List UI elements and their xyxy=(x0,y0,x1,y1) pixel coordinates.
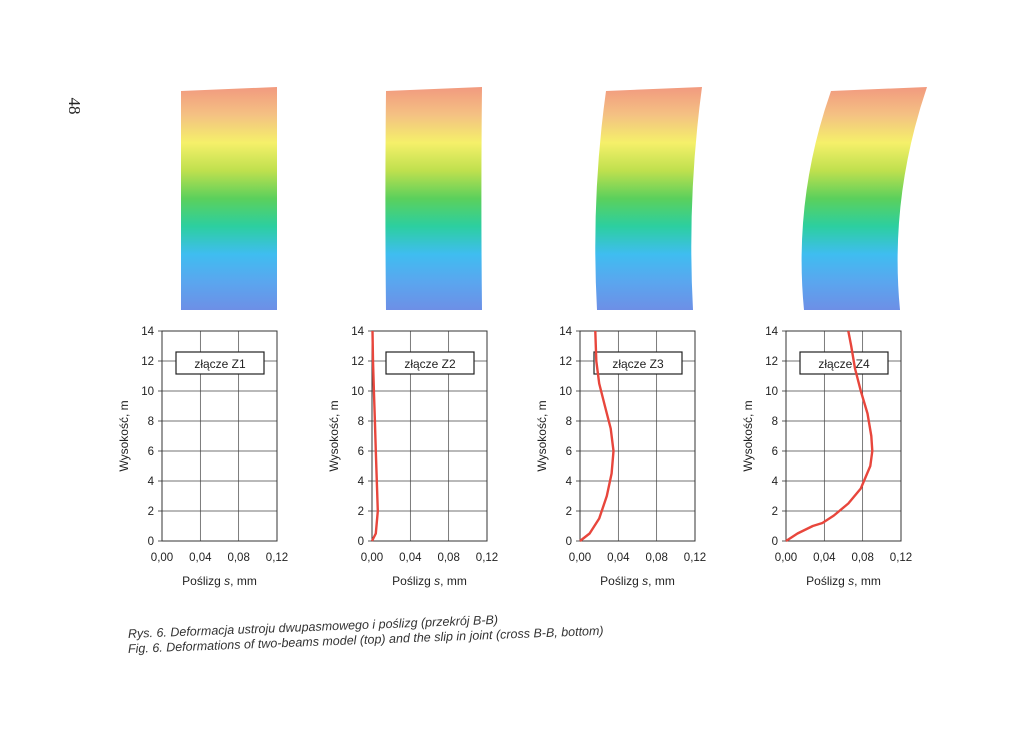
y-tick-label: 6 xyxy=(772,446,778,458)
x-axis-label: Poślizg s, mm xyxy=(600,574,675,588)
y-tick-label: 12 xyxy=(351,356,364,368)
legend: złącze Z4 xyxy=(799,351,889,375)
y-tick-label: 10 xyxy=(351,386,364,398)
y-axis-label: Wysokość, m xyxy=(327,400,341,471)
y-tick-label: 10 xyxy=(765,386,778,398)
slip-curve xyxy=(785,330,874,543)
y-tick-label: 6 xyxy=(148,446,154,458)
x-tick-label: 0,08 xyxy=(437,552,459,564)
legend: złącze Z2 xyxy=(385,351,475,375)
y-tick-label: 8 xyxy=(566,416,572,428)
deformation-beam xyxy=(801,87,927,310)
x-axis-label: Poślizg s, mm xyxy=(182,574,257,588)
chart-panel-4: 0 2 4 6 8 10 12 14 0,00 0,04 0,08 0,12 Wysokość, m Po… xyxy=(741,87,927,588)
legend: złącze Z1 xyxy=(175,351,265,375)
x-tick-label: 0,08 xyxy=(227,552,249,564)
legend-label: złącze Z4 xyxy=(818,357,870,371)
chart-panel-1: 0 2 4 6 8 10 12 14 0,00 0,04 0,08 0,12 Wysokość, m Po… xyxy=(117,87,288,588)
x-tick-label: 0,04 xyxy=(813,552,836,564)
y-tick-label: 12 xyxy=(765,356,778,368)
y-tick-label: 2 xyxy=(566,506,572,518)
y-tick-label: 4 xyxy=(566,476,573,488)
x-tick-label: 0,12 xyxy=(890,552,912,564)
slip-curve xyxy=(370,330,379,542)
y-axis-label: Wysokość, m xyxy=(535,400,549,471)
y-tick-label: 14 xyxy=(559,326,572,338)
y-tick-label: 0 xyxy=(358,536,364,548)
y-tick-label: 8 xyxy=(148,416,154,428)
x-axis-label: Poślizg s, mm xyxy=(806,574,881,588)
x-axis-label: Poślizg s, mm xyxy=(392,574,467,588)
x-tick-label: 0,00 xyxy=(361,552,383,564)
y-tick-label: 4 xyxy=(358,476,365,488)
y-tick-label: 6 xyxy=(566,446,572,458)
y-tick-label: 10 xyxy=(141,386,154,398)
y-tick-label: 0 xyxy=(148,536,154,548)
grid xyxy=(161,330,278,542)
x-tick-label: 0,04 xyxy=(189,552,212,564)
x-tick-label: 0,04 xyxy=(607,552,630,564)
y-tick-label: 8 xyxy=(358,416,364,428)
legend: złącze Z3 xyxy=(593,351,683,375)
y-tick-label: 2 xyxy=(358,506,364,518)
y-tick-label: 2 xyxy=(148,506,154,518)
y-tick-label: 10 xyxy=(559,386,572,398)
chart-panel-2: 0 2 4 6 8 10 12 14 0,00 0,04 0,08 0,12 Wysokość, m Po… xyxy=(327,87,498,588)
y-tick-label: 4 xyxy=(772,476,779,488)
y-tick-label: 12 xyxy=(141,356,154,368)
x-tick-label: 0,08 xyxy=(851,552,873,564)
x-tick-label: 0,12 xyxy=(266,552,288,564)
deformation-beam xyxy=(595,87,702,310)
x-tick-label: 0,00 xyxy=(775,552,797,564)
slip-curve xyxy=(579,330,615,542)
deformation-beam xyxy=(385,87,482,310)
x-tick-label: 0,00 xyxy=(569,552,591,564)
chart-panel-3: 0 2 4 6 8 10 12 14 0,00 0,04 0,08 0,12 Wysokość, m Po… xyxy=(535,87,706,588)
y-tick-label: 8 xyxy=(772,416,778,428)
y-tick-label: 14 xyxy=(141,326,154,338)
x-tick-label: 0,08 xyxy=(645,552,667,564)
y-axis-label: Wysokość, m xyxy=(741,400,755,471)
legend-label: złącze Z1 xyxy=(194,357,246,371)
y-tick-label: 2 xyxy=(772,506,778,518)
y-axis-label: Wysokość, m xyxy=(117,400,131,471)
legend-label: złącze Z2 xyxy=(404,357,456,371)
y-tick-label: 4 xyxy=(148,476,155,488)
x-tick-label: 0,00 xyxy=(151,552,173,564)
y-tick-label: 6 xyxy=(358,446,364,458)
y-tick-label: 14 xyxy=(765,326,778,338)
y-tick-label: 0 xyxy=(772,536,778,548)
x-tick-label: 0,12 xyxy=(684,552,706,564)
x-tick-label: 0,12 xyxy=(476,552,498,564)
deformation-beam xyxy=(181,87,277,310)
legend-label: złącze Z3 xyxy=(612,357,664,371)
y-tick-label: 0 xyxy=(566,536,572,548)
y-tick-label: 14 xyxy=(351,326,364,338)
x-tick-label: 0,04 xyxy=(399,552,422,564)
y-tick-label: 12 xyxy=(559,356,572,368)
